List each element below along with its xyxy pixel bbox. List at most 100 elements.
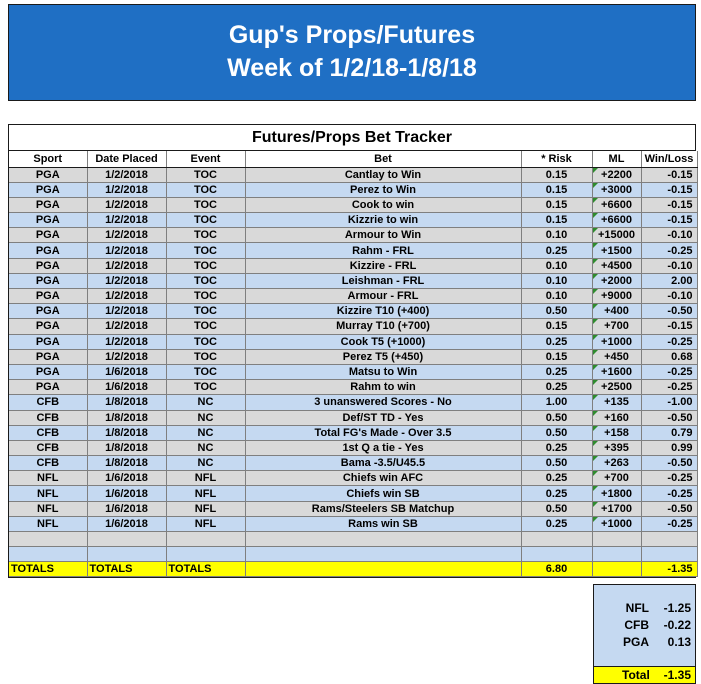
winloss-cell[interactable]: -0.15 (641, 197, 698, 214)
date-cell[interactable]: 1/2/2018 (87, 318, 167, 335)
event-cell[interactable]: NC (166, 440, 246, 457)
date-cell[interactable] (87, 531, 167, 548)
bet-cell[interactable]: Chiefs win AFC (245, 470, 522, 487)
date-cell[interactable]: 1/2/2018 (87, 303, 167, 320)
winloss-cell[interactable] (641, 531, 698, 548)
winloss-cell[interactable]: -0.15 (641, 318, 698, 335)
date-cell[interactable]: 1/6/2018 (87, 379, 167, 396)
sport-cell[interactable]: PGA (9, 167, 88, 183)
event-cell[interactable]: TOC (166, 303, 246, 320)
event-cell[interactable]: NC (166, 394, 246, 411)
sport-cell[interactable]: NFL (9, 501, 88, 517)
winloss-cell[interactable]: -0.50 (641, 303, 698, 320)
winloss-cell[interactable]: -0.50 (641, 501, 698, 517)
bet-cell[interactable]: Leishman - FRL (245, 273, 522, 290)
winloss-cell[interactable] (641, 546, 698, 563)
event-cell[interactable]: TOC (166, 182, 246, 198)
sport-cell[interactable]: PGA (9, 273, 88, 290)
date-cell[interactable]: 1/6/2018 (87, 501, 167, 517)
winloss-cell[interactable]: -0.25 (641, 364, 698, 381)
event-cell[interactable]: NC (166, 455, 246, 472)
bet-cell[interactable]: Kizzire T10 (+400) (245, 303, 522, 320)
sport-cell[interactable]: NFL (9, 485, 88, 502)
sport-cell[interactable]: PGA (9, 318, 88, 335)
date-cell[interactable]: 1/2/2018 (87, 258, 167, 274)
sport-cell[interactable]: PGA (9, 212, 88, 229)
event-cell[interactable]: TOC (166, 258, 246, 274)
date-cell[interactable]: 1/6/2018 (87, 364, 167, 381)
event-cell[interactable]: TOC (166, 379, 246, 396)
bet-cell[interactable]: Chiefs win SB (245, 485, 522, 502)
risk-cell[interactable]: 0.10 (521, 288, 593, 305)
event-cell[interactable]: TOC (166, 349, 246, 365)
risk-cell[interactable]: 0.15 (521, 182, 593, 198)
bet-cell[interactable] (245, 546, 522, 563)
sport-cell[interactable]: PGA (9, 242, 88, 259)
ml-cell[interactable]: +700 (592, 470, 642, 487)
risk-cell[interactable]: 0.50 (521, 455, 593, 472)
risk-cell[interactable]: 0.10 (521, 273, 593, 290)
ml-cell[interactable]: +2500 (592, 379, 642, 396)
winloss-cell[interactable]: -0.25 (641, 242, 698, 259)
winloss-cell[interactable]: -0.15 (641, 182, 698, 198)
ml-cell[interactable] (592, 546, 642, 563)
sport-cell[interactable] (9, 546, 88, 563)
risk-cell[interactable]: 0.25 (521, 379, 593, 396)
bet-cell[interactable]: Kizzrie to win (245, 212, 522, 229)
event-cell[interactable] (166, 546, 246, 563)
sport-cell[interactable]: PGA (9, 182, 88, 198)
winloss-cell[interactable]: -0.25 (641, 485, 698, 502)
ml-cell[interactable]: +400 (592, 303, 642, 320)
winloss-cell[interactable]: -0.25 (641, 334, 698, 350)
ml-cell[interactable]: +160 (592, 410, 642, 426)
sport-cell[interactable]: PGA (9, 288, 88, 305)
date-cell[interactable]: 1/8/2018 (87, 455, 167, 472)
date-cell[interactable]: 1/2/2018 (87, 242, 167, 259)
winloss-cell[interactable]: -0.10 (641, 227, 698, 244)
date-cell[interactable]: 1/2/2018 (87, 349, 167, 365)
sport-cell[interactable]: CFB (9, 440, 88, 457)
date-cell[interactable] (87, 546, 167, 563)
winloss-cell[interactable]: -0.10 (641, 288, 698, 305)
sport-cell[interactable]: PGA (9, 334, 88, 350)
bet-cell[interactable]: Cantlay to Win (245, 167, 522, 183)
ml-cell[interactable] (592, 531, 642, 548)
date-cell[interactable]: 1/2/2018 (87, 288, 167, 305)
event-cell[interactable]: TOC (166, 227, 246, 244)
totals-winloss-cell[interactable]: -1.35 (641, 561, 698, 578)
totals-bet-cell[interactable] (245, 561, 522, 578)
winloss-cell[interactable]: -0.50 (641, 455, 698, 472)
ml-cell[interactable]: +263 (592, 455, 642, 472)
date-cell[interactable]: 1/8/2018 (87, 394, 167, 411)
bet-cell[interactable]: Armour to Win (245, 227, 522, 244)
date-cell[interactable]: 1/2/2018 (87, 182, 167, 198)
risk-cell[interactable]: 0.25 (521, 364, 593, 381)
sport-cell[interactable]: PGA (9, 379, 88, 396)
risk-cell[interactable]: 0.15 (521, 212, 593, 229)
date-cell[interactable]: 1/8/2018 (87, 440, 167, 457)
event-cell[interactable]: NC (166, 425, 246, 441)
ml-cell[interactable]: +3000 (592, 182, 642, 198)
bet-cell[interactable]: 3 unanswered Scores - No (245, 394, 522, 411)
date-cell[interactable]: 1/6/2018 (87, 485, 167, 502)
date-cell[interactable]: 1/8/2018 (87, 425, 167, 441)
event-cell[interactable]: NFL (166, 501, 246, 517)
sport-cell[interactable] (9, 531, 88, 548)
totals-sport-cell[interactable]: TOTALS (9, 561, 88, 578)
risk-cell[interactable]: 0.25 (521, 470, 593, 487)
bet-cell[interactable] (245, 531, 522, 548)
risk-cell[interactable]: 0.50 (521, 425, 593, 441)
ml-cell[interactable]: +6600 (592, 212, 642, 229)
event-cell[interactable]: TOC (166, 318, 246, 335)
date-cell[interactable]: 1/2/2018 (87, 167, 167, 183)
ml-cell[interactable]: +2200 (592, 167, 642, 183)
event-cell[interactable]: TOC (166, 288, 246, 305)
totals-date-cell[interactable]: TOTALS (87, 561, 167, 578)
date-cell[interactable]: 1/6/2018 (87, 516, 167, 533)
ml-cell[interactable]: +1700 (592, 501, 642, 517)
totals-event-cell[interactable]: TOTALS (166, 561, 246, 578)
winloss-cell[interactable]: -0.25 (641, 379, 698, 396)
sport-cell[interactable]: NFL (9, 470, 88, 487)
sport-cell[interactable]: CFB (9, 425, 88, 441)
ml-cell[interactable]: +1000 (592, 334, 642, 350)
